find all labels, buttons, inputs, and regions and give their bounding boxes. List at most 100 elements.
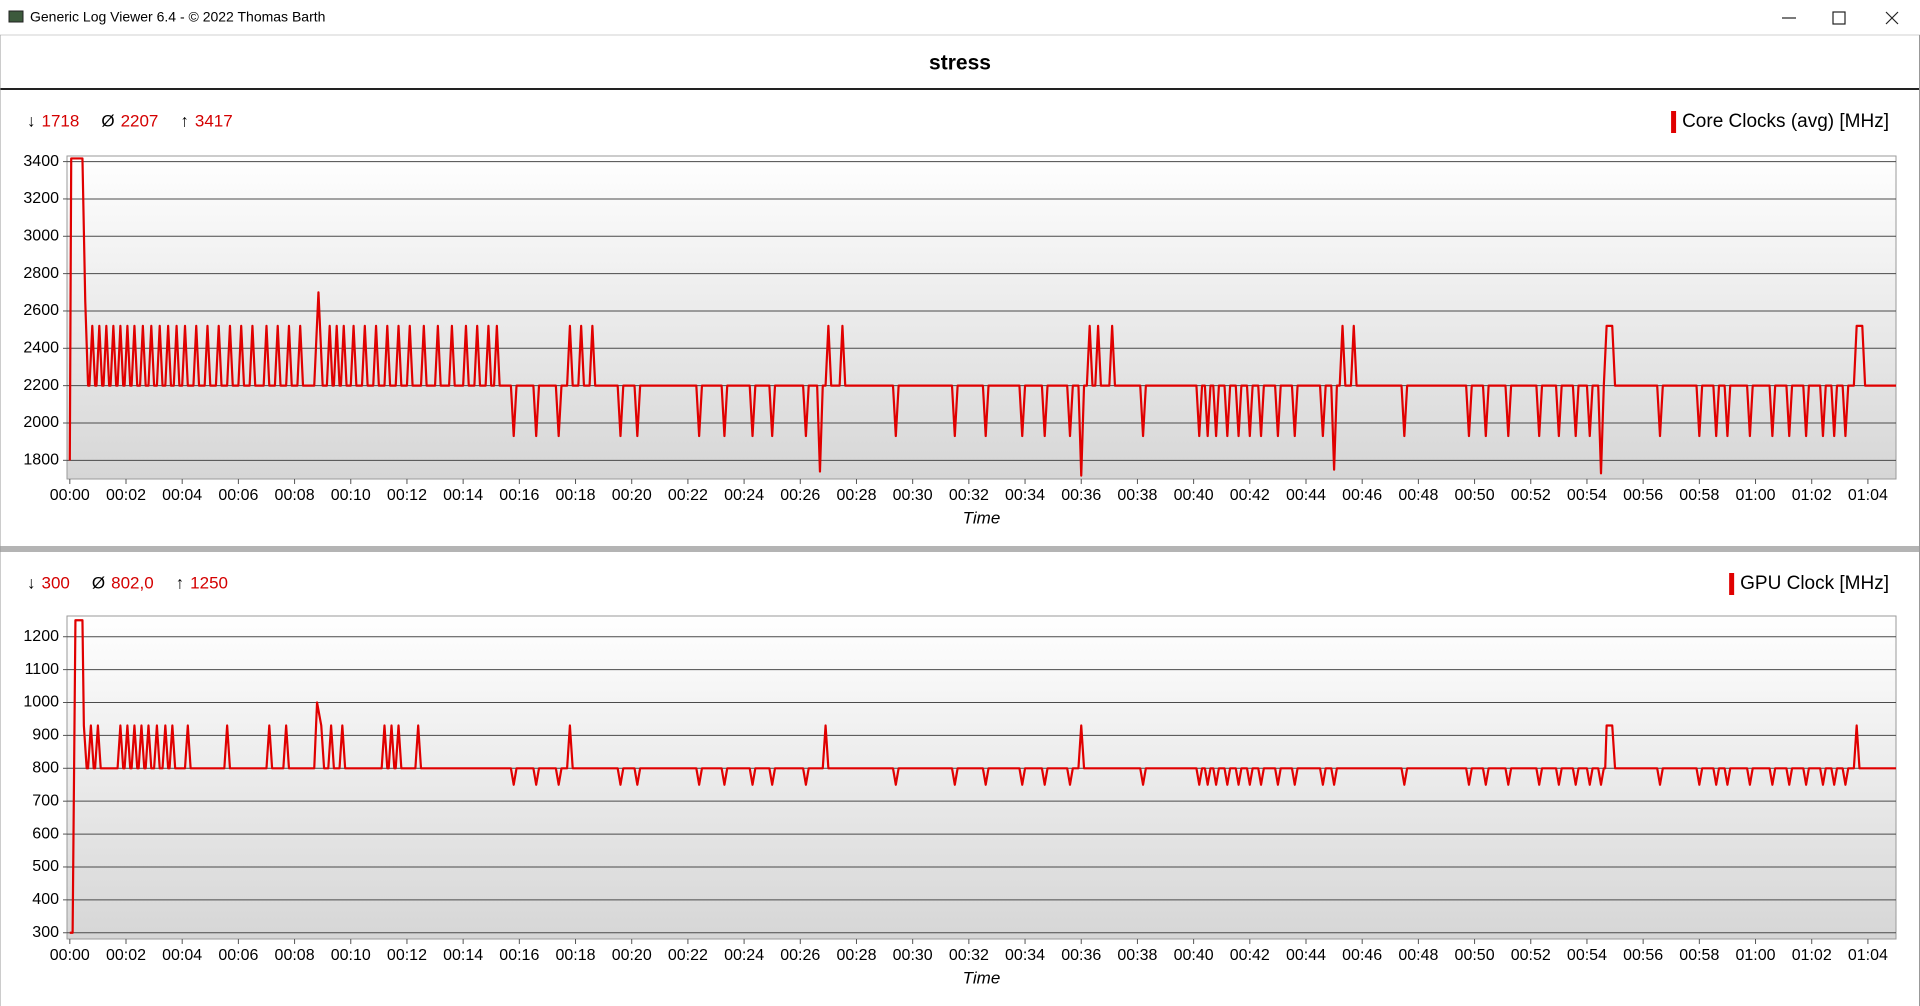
stat-symbol: Ø bbox=[101, 111, 114, 130]
x-tick-label: 00:02 bbox=[106, 487, 146, 504]
x-tick-label: 00:56 bbox=[1623, 487, 1663, 504]
x-tick-label: 00:36 bbox=[1061, 947, 1101, 964]
x-tick-label: 00:12 bbox=[387, 487, 427, 504]
x-axis-title: Time bbox=[963, 968, 1001, 987]
stat-value: 3417 bbox=[195, 111, 233, 130]
x-tick-label: 00:10 bbox=[331, 947, 371, 964]
y-tick-label: 900 bbox=[32, 727, 59, 744]
x-tick-label: 00:50 bbox=[1455, 947, 1495, 964]
x-tick-label: 00:54 bbox=[1567, 947, 1607, 964]
x-tick-label: 00:26 bbox=[780, 947, 820, 964]
y-tick-label: 3400 bbox=[23, 153, 59, 170]
x-tick-label: 00:56 bbox=[1623, 947, 1663, 964]
x-tick-label: 01:00 bbox=[1736, 487, 1776, 504]
y-tick-label: 700 bbox=[32, 792, 59, 809]
legend-label: GPU Clock [MHz] bbox=[1740, 573, 1889, 594]
stat-symbol: ↓ bbox=[27, 111, 36, 130]
x-tick-label: 00:52 bbox=[1511, 487, 1551, 504]
x-tick-label: 00:24 bbox=[724, 487, 764, 504]
x-tick-label: 00:54 bbox=[1567, 487, 1607, 504]
x-tick-label: 00:58 bbox=[1679, 947, 1719, 964]
y-tick-label: 1200 bbox=[23, 628, 59, 645]
x-tick-label: 00:40 bbox=[1174, 947, 1214, 964]
legend-swatch bbox=[1671, 111, 1677, 133]
x-tick-label: 00:32 bbox=[949, 947, 989, 964]
window-title: Generic Log Viewer 6.4 - © 2022 Thomas B… bbox=[30, 9, 325, 25]
y-tick-label: 3200 bbox=[23, 190, 59, 207]
x-tick-label: 00:16 bbox=[499, 487, 539, 504]
y-tick-label: 3000 bbox=[23, 228, 59, 245]
stat-symbol: ↑ bbox=[176, 573, 185, 592]
x-tick-label: 00:42 bbox=[1230, 947, 1270, 964]
plot-area bbox=[66, 615, 1897, 940]
x-tick-label: 00:42 bbox=[1230, 487, 1270, 504]
x-tick-label: 00:22 bbox=[668, 947, 708, 964]
x-tick-label: 01:02 bbox=[1792, 487, 1832, 504]
x-tick-label: 00:06 bbox=[218, 947, 258, 964]
y-tick-label: 1000 bbox=[23, 694, 59, 711]
x-tick-label: 00:12 bbox=[387, 947, 427, 964]
x-tick-label: 00:10 bbox=[331, 487, 371, 504]
y-tick-label: 1800 bbox=[23, 452, 59, 469]
x-tick-label: 00:32 bbox=[949, 487, 989, 504]
x-tick-label: 00:44 bbox=[1286, 947, 1326, 964]
x-tick-label: 00:22 bbox=[668, 487, 708, 504]
x-tick-label: 00:30 bbox=[893, 947, 933, 964]
x-tick-label: 00:18 bbox=[556, 487, 596, 504]
x-tick-label: 00:04 bbox=[162, 947, 202, 964]
series-line bbox=[69, 619, 1896, 934]
stat-symbol: Ø bbox=[92, 573, 105, 592]
plot-area bbox=[66, 155, 1897, 480]
stat-value: 802,0 bbox=[111, 573, 154, 592]
close-button[interactable] bbox=[1885, 11, 1899, 25]
x-tick-label: 00:44 bbox=[1286, 487, 1326, 504]
y-tick-label: 500 bbox=[32, 858, 59, 875]
x-tick-label: 00:48 bbox=[1398, 487, 1438, 504]
x-tick-label: 01:02 bbox=[1792, 947, 1832, 964]
x-tick-label: 00:20 bbox=[612, 487, 652, 504]
x-tick-label: 00:06 bbox=[218, 487, 258, 504]
x-tick-label: 00:52 bbox=[1511, 947, 1551, 964]
x-tick-label: 00:14 bbox=[443, 487, 483, 504]
maximize-button[interactable] bbox=[1832, 11, 1846, 25]
legend-label: Core Clocks (avg) [MHz] bbox=[1682, 111, 1889, 132]
x-tick-label: 00:08 bbox=[275, 947, 315, 964]
y-tick-label: 2800 bbox=[23, 265, 59, 282]
x-tick-label: 00:02 bbox=[106, 947, 146, 964]
app-icon bbox=[8, 10, 24, 23]
x-tick-label: 00:38 bbox=[1117, 947, 1157, 964]
stat-value: 1250 bbox=[190, 573, 228, 592]
y-tick-label: 800 bbox=[32, 760, 59, 777]
x-tick-label: 00:36 bbox=[1061, 487, 1101, 504]
x-tick-label: 00:38 bbox=[1117, 487, 1157, 504]
x-tick-label: 00:28 bbox=[836, 487, 876, 504]
x-tick-label: 00:28 bbox=[836, 947, 876, 964]
y-tick-label: 1100 bbox=[25, 661, 60, 678]
x-tick-label: 00:26 bbox=[780, 487, 820, 504]
chart-separator bbox=[0, 546, 1920, 552]
x-tick-label: 00:34 bbox=[1005, 947, 1045, 964]
stat-value: 2207 bbox=[121, 111, 159, 130]
x-tick-label: 00:16 bbox=[499, 947, 539, 964]
x-tick-label: 00:48 bbox=[1398, 947, 1438, 964]
y-tick-label: 400 bbox=[32, 891, 59, 908]
x-tick-label: 00:24 bbox=[724, 947, 764, 964]
title-bar bbox=[0, 0, 1920, 35]
y-tick-label: 2000 bbox=[23, 414, 59, 431]
log-title: stress bbox=[929, 52, 991, 75]
y-tick-label: 300 bbox=[32, 924, 59, 941]
x-tick-label: 01:04 bbox=[1848, 947, 1888, 964]
y-tick-label: 2400 bbox=[23, 340, 59, 357]
x-tick-label: 00:34 bbox=[1005, 487, 1045, 504]
stat-symbol: ↓ bbox=[27, 573, 36, 592]
x-tick-label: 00:14 bbox=[443, 947, 483, 964]
stat-value: 300 bbox=[42, 573, 70, 592]
y-tick-label: 600 bbox=[32, 825, 59, 842]
x-tick-label: 00:18 bbox=[556, 947, 596, 964]
x-tick-label: 00:20 bbox=[612, 947, 652, 964]
y-tick-label: 2200 bbox=[23, 377, 59, 394]
legend-swatch bbox=[1729, 573, 1735, 595]
x-tick-label: 00:04 bbox=[162, 487, 202, 504]
x-tick-label: 00:00 bbox=[50, 947, 90, 964]
